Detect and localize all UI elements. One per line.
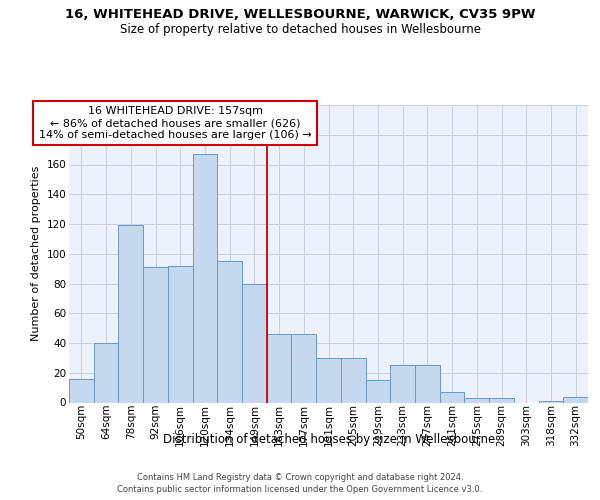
Bar — [489, 398, 514, 402]
Y-axis label: Number of detached properties: Number of detached properties — [31, 166, 41, 342]
Bar — [143, 267, 168, 402]
Bar — [94, 343, 118, 402]
Text: Size of property relative to detached houses in Wellesbourne: Size of property relative to detached ho… — [119, 22, 481, 36]
Bar — [193, 154, 217, 402]
Bar — [118, 226, 143, 402]
Bar — [539, 401, 563, 402]
Bar — [415, 366, 440, 403]
Bar — [464, 398, 489, 402]
Bar — [267, 334, 292, 402]
Bar — [69, 378, 94, 402]
Bar — [390, 366, 415, 403]
Text: Contains HM Land Registry data © Crown copyright and database right 2024.: Contains HM Land Registry data © Crown c… — [137, 472, 463, 482]
Bar — [292, 334, 316, 402]
Bar — [316, 358, 341, 403]
Text: Distribution of detached houses by size in Wellesbourne: Distribution of detached houses by size … — [163, 432, 495, 446]
Bar — [440, 392, 464, 402]
Text: Contains public sector information licensed under the Open Government Licence v3: Contains public sector information licen… — [118, 485, 482, 494]
Text: 16, WHITEHEAD DRIVE, WELLESBOURNE, WARWICK, CV35 9PW: 16, WHITEHEAD DRIVE, WELLESBOURNE, WARWI… — [65, 8, 535, 20]
Bar — [168, 266, 193, 402]
Bar — [365, 380, 390, 402]
Bar — [242, 284, 267, 403]
Bar — [563, 396, 588, 402]
Bar — [217, 261, 242, 402]
Text: 16 WHITEHEAD DRIVE: 157sqm
← 86% of detached houses are smaller (626)
14% of sem: 16 WHITEHEAD DRIVE: 157sqm ← 86% of deta… — [39, 106, 311, 140]
Bar — [341, 358, 365, 403]
